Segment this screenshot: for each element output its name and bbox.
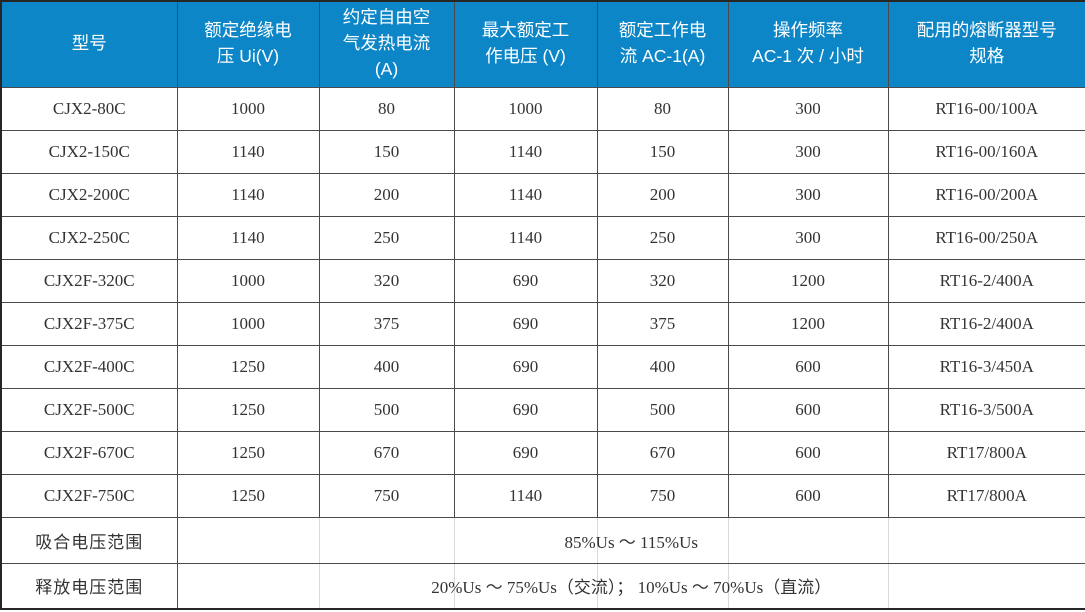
thermal-current-cell: 670 — [318, 430, 455, 475]
header-cell-fuse-spec: 配用的熔断器型号 规格 — [887, 0, 1085, 88]
insulation-voltage-cell: 1250 — [176, 387, 320, 432]
working-current-cell: 150 — [596, 129, 729, 174]
model-cell: CJX2F-750C — [0, 473, 178, 518]
insulation-voltage-cell: 1250 — [176, 430, 320, 475]
table-row: CJX2-200C 1140 200 1140 200 300 RT16-00/… — [0, 172, 1085, 217]
max-working-voltage-cell: 690 — [453, 430, 598, 475]
thermal-current-cell: 150 — [318, 129, 455, 174]
model-cell: CJX2F-400C — [0, 344, 178, 389]
working-current-cell: 320 — [596, 258, 729, 303]
thermal-current-cell: 80 — [318, 86, 455, 131]
header-cell-thermal-current: 约定自由空 气发热电流 (A) — [318, 0, 455, 88]
operating-frequency-cell: 1200 — [727, 258, 889, 303]
header-cell-operating-frequency: 操作频率 AC-1 次 / 小时 — [727, 0, 889, 88]
working-current-cell: 250 — [596, 215, 729, 260]
operating-frequency-cell: 600 — [727, 344, 889, 389]
pickup-voltage-range-value: 85%Us ～ 115%Us — [176, 516, 1085, 564]
max-working-voltage-cell: 690 — [453, 258, 598, 303]
insulation-voltage-cell: 1000 — [176, 301, 320, 346]
max-working-voltage-cell: 1140 — [453, 172, 598, 217]
model-cell: CJX2F-375C — [0, 301, 178, 346]
max-working-voltage-cell: 690 — [453, 387, 598, 432]
release-voltage-range-value: 20%Us ～ 75%Us（交流）； 10%Us ～ 70%Us（直流） — [176, 562, 1085, 610]
table-body: CJX2-80C 1000 80 1000 80 300 RT16-00/100… — [0, 86, 1085, 518]
working-current-cell: 200 — [596, 172, 729, 217]
working-current-cell: 500 — [596, 387, 729, 432]
working-current-cell: 80 — [596, 86, 729, 131]
insulation-voltage-cell: 1140 — [176, 215, 320, 260]
max-working-voltage-cell: 1140 — [453, 215, 598, 260]
table-row: CJX2-80C 1000 80 1000 80 300 RT16-00/100… — [0, 86, 1085, 131]
max-working-voltage-cell: 1140 — [453, 473, 598, 518]
insulation-voltage-cell: 1000 — [176, 258, 320, 303]
fuse-spec-cell: RT16-00/250A — [887, 215, 1085, 260]
insulation-voltage-cell: 1140 — [176, 129, 320, 174]
insulation-voltage-cell: 1250 — [176, 344, 320, 389]
table-footer: 吸合电压范围 85%Us ～ 115%Us 释放电压范围 20%Us ～ 75%… — [0, 516, 1085, 610]
header-cell-model: 型号 — [0, 0, 178, 88]
fuse-spec-cell: RT16-00/200A — [887, 172, 1085, 217]
operating-frequency-cell: 600 — [727, 473, 889, 518]
table-row: CJX2F-320C 1000 320 690 320 1200 RT16-2/… — [0, 258, 1085, 303]
max-working-voltage-cell: 690 — [453, 344, 598, 389]
pickup-voltage-range-label: 吸合电压范围 — [0, 516, 178, 564]
operating-frequency-cell: 1200 — [727, 301, 889, 346]
release-voltage-range-row: 释放电压范围 20%Us ～ 75%Us（交流）； 10%Us ～ 70%Us（… — [0, 562, 1085, 610]
thermal-current-cell: 375 — [318, 301, 455, 346]
max-working-voltage-cell: 1140 — [453, 129, 598, 174]
thermal-current-cell: 500 — [318, 387, 455, 432]
model-cell: CJX2F-670C — [0, 430, 178, 475]
model-cell: CJX2F-500C — [0, 387, 178, 432]
model-cell: CJX2-80C — [0, 86, 178, 131]
model-cell: CJX2-200C — [0, 172, 178, 217]
thermal-current-cell: 400 — [318, 344, 455, 389]
thermal-current-cell: 250 — [318, 215, 455, 260]
fuse-spec-cell: RT17/800A — [887, 430, 1085, 475]
model-cell: CJX2F-320C — [0, 258, 178, 303]
max-working-voltage-cell: 1000 — [453, 86, 598, 131]
insulation-voltage-cell: 1250 — [176, 473, 320, 518]
working-current-cell: 400 — [596, 344, 729, 389]
working-current-cell: 375 — [596, 301, 729, 346]
model-cell: CJX2-250C — [0, 215, 178, 260]
header-cell-insulation-voltage: 额定绝缘电 压 Ui(V) — [176, 0, 320, 88]
table-row: CJX2F-670C 1250 670 690 670 600 RT17/800… — [0, 430, 1085, 475]
fuse-spec-cell: RT16-2/400A — [887, 301, 1085, 346]
insulation-voltage-cell: 1000 — [176, 86, 320, 131]
max-working-voltage-cell: 690 — [453, 301, 598, 346]
table-row: CJX2-250C 1140 250 1140 250 300 RT16-00/… — [0, 215, 1085, 260]
table-header: 型号 额定绝缘电 压 Ui(V) 约定自由空 气发热电流 (A) 最大额定工 作… — [0, 0, 1085, 88]
operating-frequency-cell: 300 — [727, 215, 889, 260]
table-row: CJX2F-400C 1250 400 690 400 600 RT16-3/4… — [0, 344, 1085, 389]
operating-frequency-cell: 300 — [727, 86, 889, 131]
fuse-spec-cell: RT16-3/450A — [887, 344, 1085, 389]
header-cell-working-current: 额定工作电 流 AC-1(A) — [596, 0, 729, 88]
operating-frequency-cell: 300 — [727, 129, 889, 174]
operating-frequency-cell: 600 — [727, 387, 889, 432]
thermal-current-cell: 750 — [318, 473, 455, 518]
operating-frequency-cell: 300 — [727, 172, 889, 217]
fuse-spec-cell: RT16-00/160A — [887, 129, 1085, 174]
fuse-spec-cell: RT16-00/100A — [887, 86, 1085, 131]
header-row: 型号 额定绝缘电 压 Ui(V) 约定自由空 气发热电流 (A) 最大额定工 作… — [0, 0, 1085, 88]
fuse-spec-cell: RT17/800A — [887, 473, 1085, 518]
release-voltage-range-label: 释放电压范围 — [0, 562, 178, 610]
table-row: CJX2-150C 1140 150 1140 150 300 RT16-00/… — [0, 129, 1085, 174]
table-row: CJX2F-375C 1000 375 690 375 1200 RT16-2/… — [0, 301, 1085, 346]
model-cell: CJX2-150C — [0, 129, 178, 174]
thermal-current-cell: 200 — [318, 172, 455, 217]
pickup-voltage-range-row: 吸合电压范围 85%Us ～ 115%Us — [0, 516, 1085, 564]
insulation-voltage-cell: 1140 — [176, 172, 320, 217]
operating-frequency-cell: 600 — [727, 430, 889, 475]
thermal-current-cell: 320 — [318, 258, 455, 303]
table-row: CJX2F-750C 1250 750 1140 750 600 RT17/80… — [0, 473, 1085, 518]
table-row: CJX2F-500C 1250 500 690 500 600 RT16-3/5… — [0, 387, 1085, 432]
fuse-spec-cell: RT16-2/400A — [887, 258, 1085, 303]
fuse-spec-cell: RT16-3/500A — [887, 387, 1085, 432]
header-cell-max-working-voltage: 最大额定工 作电压 (V) — [453, 0, 598, 88]
working-current-cell: 750 — [596, 473, 729, 518]
working-current-cell: 670 — [596, 430, 729, 475]
